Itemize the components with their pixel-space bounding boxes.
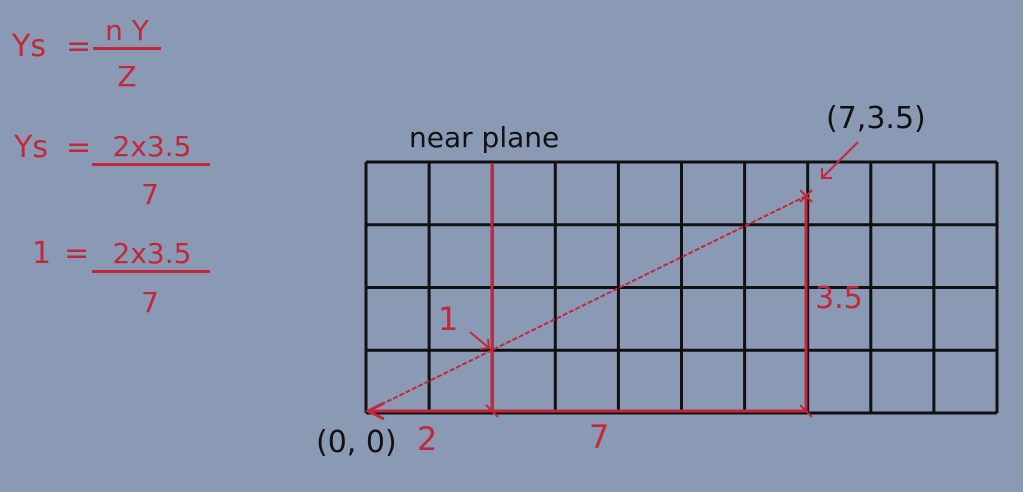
origin-arrowhead bbox=[364, 401, 385, 421]
fraction-bar bbox=[92, 270, 210, 273]
equals-sign: = bbox=[66, 130, 91, 165]
equals-sign: = bbox=[64, 236, 89, 271]
formula-2-lhs: Ys bbox=[13, 130, 48, 165]
height-label: 3.5 bbox=[815, 281, 863, 316]
formula-1-denominator: Z bbox=[117, 60, 136, 93]
construction-lines bbox=[364, 141, 859, 421]
formula-2-numerator: 2x3.5 bbox=[113, 130, 192, 163]
equals-sign: = bbox=[66, 29, 91, 64]
formula-1-lhs: Ys bbox=[11, 29, 46, 64]
grid bbox=[364, 160, 999, 415]
near-distance-label: 2 bbox=[417, 420, 437, 458]
point-coordinate-label: (7,3.5) bbox=[826, 101, 926, 136]
fraction-bar bbox=[92, 163, 210, 166]
formula-1: Ys = n Y Z bbox=[11, 14, 161, 93]
formula-3-denominator: 7 bbox=[141, 286, 159, 319]
origin-label: (0, 0) bbox=[316, 425, 397, 460]
value-pointer-arrow bbox=[469, 331, 490, 349]
point-pointer-arrow bbox=[821, 141, 859, 179]
formula-3: 1 = 2x3.5 7 bbox=[32, 236, 210, 319]
formula-3-numerator: 2x3.5 bbox=[113, 237, 192, 270]
tick-mark bbox=[485, 404, 499, 418]
formula-2-denominator: 7 bbox=[141, 178, 159, 211]
projection-ray bbox=[367, 195, 807, 412]
tick-mark bbox=[799, 404, 813, 418]
far-distance-label: 7 bbox=[589, 418, 609, 456]
value-pointer-arrowhead bbox=[479, 338, 491, 350]
formula-2: Ys = 2x3.5 7 bbox=[13, 130, 210, 211]
projected-value-label: 1 bbox=[438, 300, 458, 338]
point-marker bbox=[799, 189, 813, 203]
formula-3-lhs: 1 bbox=[32, 236, 51, 271]
near-plane-label: near plane bbox=[409, 121, 559, 154]
point-pointer-arrowhead bbox=[821, 168, 832, 179]
fraction-bar bbox=[93, 47, 161, 50]
formula-1-numerator: n Y bbox=[105, 14, 150, 47]
